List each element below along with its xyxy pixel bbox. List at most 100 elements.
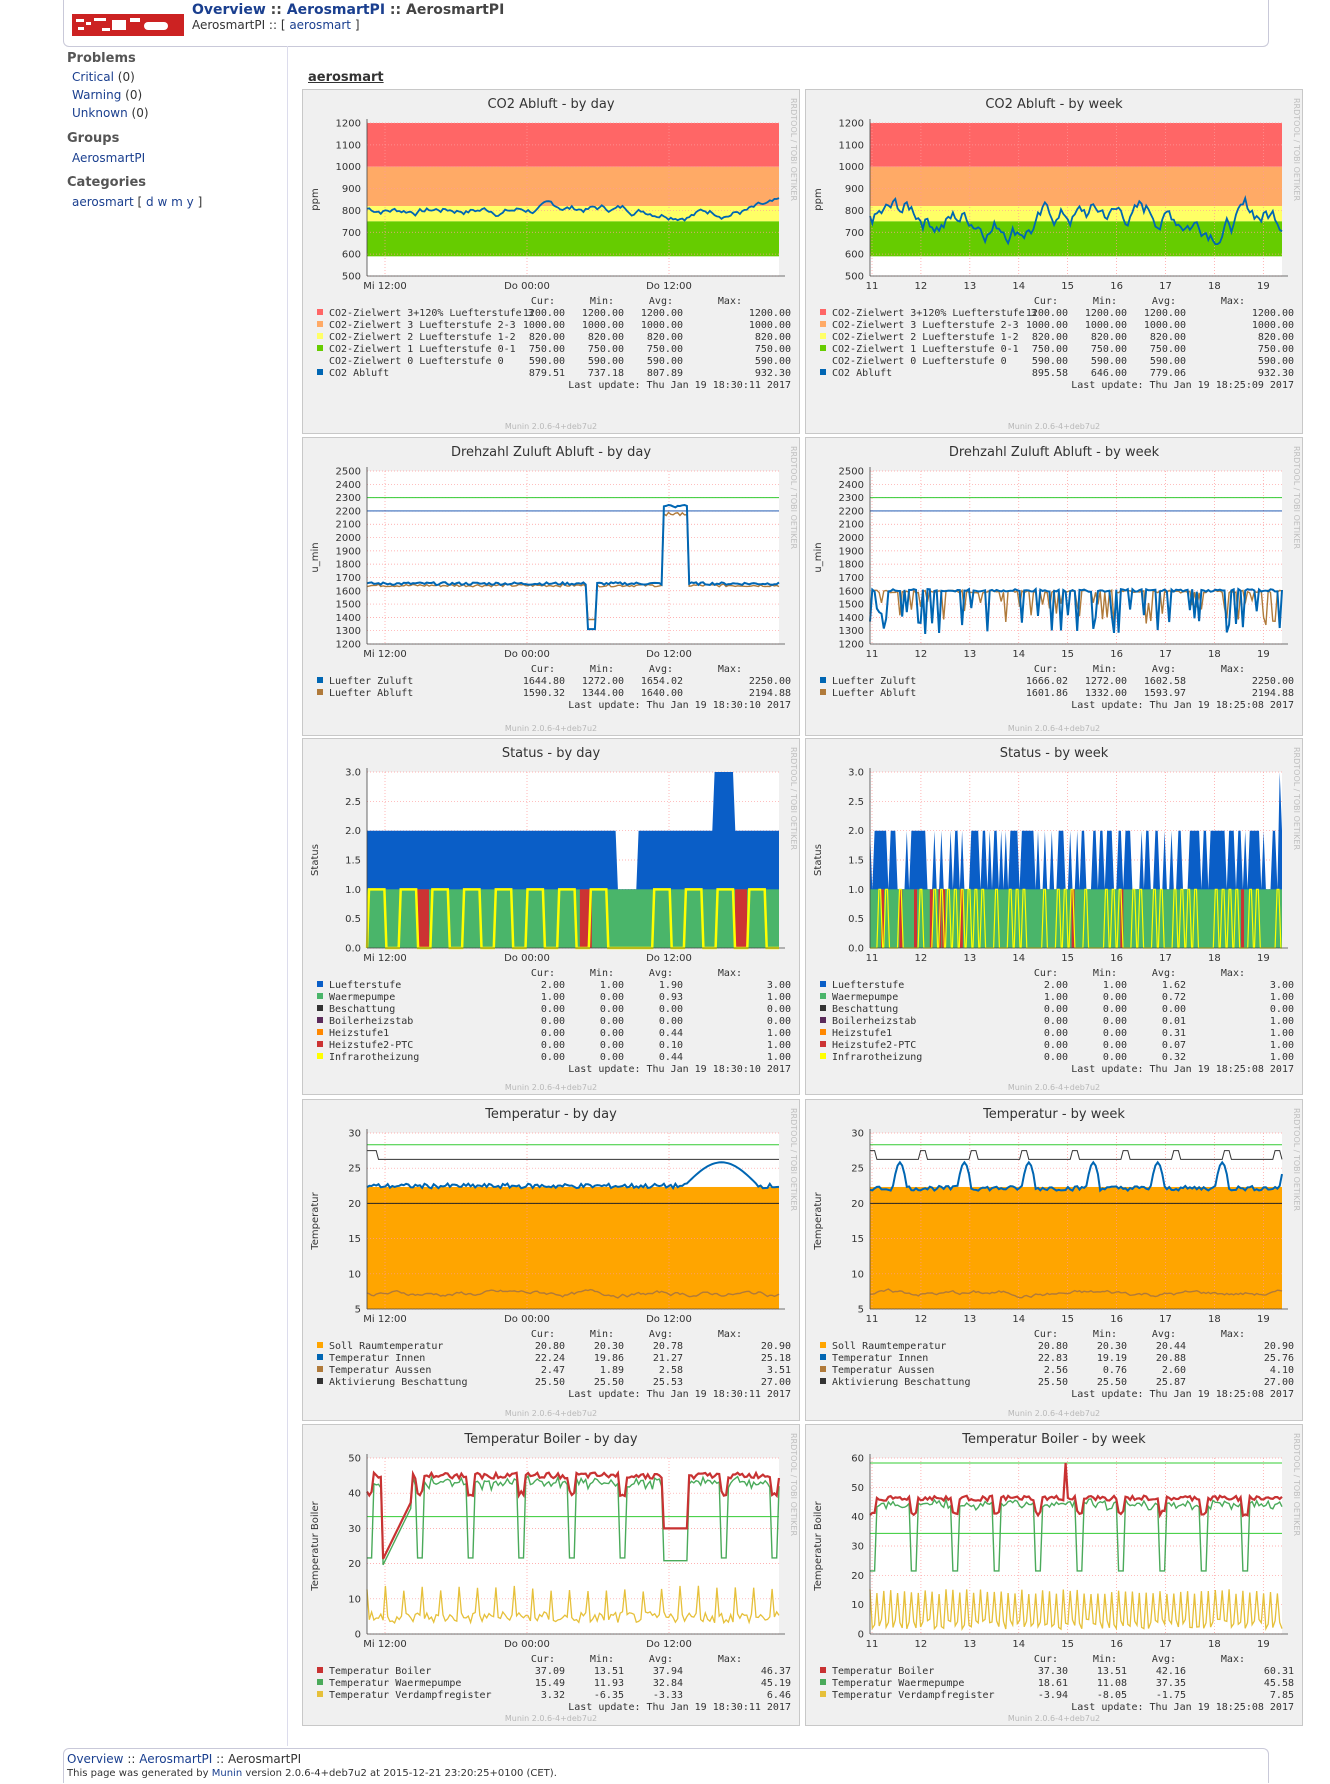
last-update: Last update: Thu Jan 19 18:25:08 2017 [1071, 1389, 1294, 1400]
footer-breadcrumb: Overview :: AerosmartPI :: AerosmartPI [67, 1752, 301, 1766]
last-update: Last update: Thu Jan 19 18:25:08 2017 [1071, 1064, 1294, 1075]
legend-min: 0.00 [1103, 1052, 1127, 1063]
graph-status-day[interactable]: Status - by day RRDTOOL / TOBI OETIKER Sta… [302, 738, 800, 1095]
y-tick-label: 1000 [336, 162, 361, 173]
legend-min: 13.51 [594, 1666, 624, 1677]
y-tick-label: 800 [342, 206, 361, 217]
legend-avg: 750.00 [1150, 344, 1186, 355]
graph-status-week[interactable]: Status - by week RRDTOOL / TOBI OETIKER St… [805, 738, 1303, 1095]
x-tick-label: Mi 12:00 [363, 1639, 406, 1650]
y-axis-label: Temperatur Boiler [813, 1500, 824, 1591]
legend-series-name: CO2-Zielwert 2 Luefterstufe 1-2 [832, 332, 1019, 343]
footer-generated: This page was generated by Munin version… [67, 1768, 557, 1779]
legend-avg: 0.44 [659, 1052, 683, 1063]
legend-min: 1.00 [600, 980, 624, 991]
legend-swatch [820, 333, 826, 339]
legend-max: 1200.00 [749, 308, 791, 319]
legend-max: 60.31 [1264, 1666, 1294, 1677]
x-tick-label: 13 [963, 281, 976, 292]
graph-title: Temperatur Boiler - by week [961, 1432, 1146, 1447]
series-temperatur-verdampfregister [869, 1589, 1283, 1631]
legend-header-avg: Avg: [649, 1329, 673, 1340]
legend-header-avg: Avg: [649, 968, 673, 979]
y-tick-label: 50 [348, 1454, 361, 1465]
y-tick-label: 40 [851, 1512, 864, 1523]
legend-max: 45.19 [761, 1678, 791, 1689]
graph-co2-day[interactable]: CO2 Abluft - by day RRDTOOL / TOBI OETIKE… [302, 89, 800, 434]
legend-avg: 37.35 [1156, 1678, 1186, 1689]
graph-title: Status - by week [1000, 746, 1109, 761]
legend-swatch [820, 1378, 826, 1384]
legend-series-name: Temperatur Boiler [329, 1666, 431, 1677]
legend-min: 13.51 [1097, 1666, 1127, 1677]
legend-swatch [820, 321, 826, 327]
graph-temp-day[interactable]: Temperatur - by day RRDTOOL / TOBI OETIKE… [302, 1099, 800, 1421]
page-header: Overview :: AerosmartPI :: AerosmartPI A… [63, 0, 1269, 47]
legend-cur: 1200.00 [1026, 308, 1068, 319]
y-tick-label: 2.5 [345, 797, 361, 808]
legend-header-max: Max: [718, 296, 742, 307]
category-month-link[interactable]: m [171, 195, 183, 209]
warning-link[interactable]: Warning [72, 88, 122, 102]
rrdtool-watermark: RRDTOOL / TOBI OETIKER [1292, 1433, 1301, 1536]
footer-overview-link[interactable]: Overview [67, 1752, 124, 1766]
y-tick-label: 20 [348, 1559, 361, 1570]
y-tick-label: 2.5 [848, 797, 864, 808]
graph-temp-week[interactable]: Temperatur - by week RRDTOOL / TOBI OETIK… [805, 1099, 1303, 1421]
y-tick-label: 30 [348, 1129, 361, 1140]
category-week-link[interactable]: w [157, 195, 168, 209]
legend-avg: -3.33 [653, 1690, 683, 1701]
y-tick-label: 1.0 [345, 885, 361, 896]
legend-max: 27.00 [761, 1377, 791, 1388]
legend-swatch [317, 369, 323, 375]
unknown-link[interactable]: Unknown [72, 106, 128, 120]
breadcrumb-overview-link[interactable]: Overview [192, 2, 266, 18]
x-tick-label: 16 [1110, 1639, 1123, 1650]
groups-heading: Groups [67, 131, 120, 146]
category-day-link[interactable]: d [146, 195, 154, 209]
legend-avg: 1.62 [1162, 980, 1186, 991]
y-axis-label: Temperatur [813, 1191, 824, 1250]
series-temperatur-innen [366, 1161, 780, 1190]
legend-header-min: Min: [590, 296, 614, 307]
legend-swatch [317, 1679, 323, 1685]
category-link[interactable]: aerosmart [72, 195, 134, 209]
legend-max: 4.10 [1270, 1365, 1294, 1376]
group-link[interactable]: AerosmartPI [72, 151, 146, 165]
x-tick-label: 18 [1208, 953, 1221, 964]
graph-co2-week[interactable]: CO2 Abluft - by week RRDTOOL / TOBI OETIK… [805, 89, 1303, 434]
legend-series-name: Heizstufe1 [832, 1028, 892, 1039]
legend-header-cur: Cur: [531, 664, 555, 675]
legend-series-name: Luefter Zuluft [832, 676, 916, 687]
graph-boiler-week[interactable]: Temperatur Boiler - by week RRDTOOL / TOB… [805, 1424, 1303, 1726]
legend-cur: 1666.02 [1026, 676, 1068, 687]
footer-group-link[interactable]: AerosmartPI [139, 1752, 213, 1766]
graph-boiler-day[interactable]: Temperatur Boiler - by day RRDTOOL / TOBI… [302, 1424, 800, 1726]
legend-avg: 1200.00 [1144, 308, 1186, 319]
legend-cur: 0.00 [541, 1040, 565, 1051]
breadcrumb-group-link[interactable]: AerosmartPI [286, 2, 386, 18]
legend-series-name: Temperatur Verdampfregister [329, 1690, 492, 1701]
graph-fan-day[interactable]: Drehzahl Zuluft Abluft - by day RRDTOOL /… [302, 437, 800, 736]
legend-series-name: Infrarotheizung [329, 1052, 419, 1063]
legend-header-max: Max: [718, 1329, 742, 1340]
y-tick-label: 20 [851, 1199, 864, 1210]
legend-min: 750.00 [588, 344, 624, 355]
legend-max: 7.85 [1270, 1690, 1294, 1701]
legend-min: 590.00 [1091, 356, 1127, 367]
legend-swatch [820, 1342, 826, 1348]
x-tick-label: Do 00:00 [504, 281, 550, 292]
legend-cur: 25.50 [1038, 1377, 1068, 1388]
x-tick-label: Do 12:00 [646, 953, 692, 964]
legend-swatch [317, 677, 323, 683]
y-axis-label: Status [310, 844, 321, 876]
legend-min: 0.00 [600, 1040, 624, 1051]
legend-max: 3.51 [767, 1365, 791, 1376]
critical-link[interactable]: Critical [72, 70, 114, 84]
graph-fan-week[interactable]: Drehzahl Zuluft Abluft - by week RRDTOOL … [805, 437, 1303, 736]
category-bracket: ] [193, 195, 203, 209]
munin-link[interactable]: Munin [211, 1768, 243, 1779]
x-tick-label: 12 [915, 1314, 928, 1325]
sub-breadcrumb-category-link[interactable]: aerosmart [289, 18, 351, 32]
category-year-link[interactable]: y [186, 195, 194, 209]
